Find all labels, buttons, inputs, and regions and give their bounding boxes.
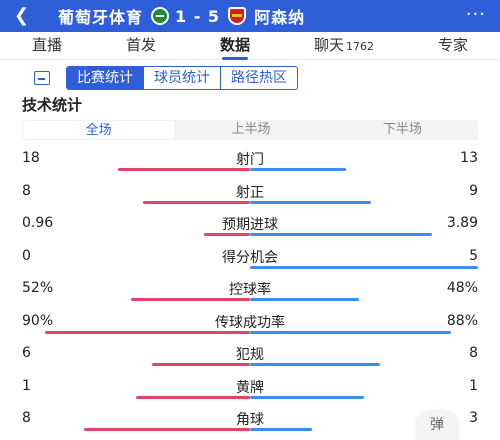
- stat-away-bar: [250, 200, 371, 204]
- chat-count: 1762: [346, 39, 374, 53]
- stat-away-value: 3.89: [446, 215, 478, 231]
- chevron-left-icon[interactable]: ❮: [14, 5, 30, 26]
- home-team-name: 葡萄牙体育: [58, 8, 144, 27]
- stat-label: 得分机会: [222, 249, 278, 266]
- stat-row: 1 黄牌 1: [22, 372, 478, 405]
- tab-label: 直播: [31, 35, 62, 54]
- stat-home-value: 8: [22, 182, 31, 199]
- period-selector: 全场 上半场 下半场: [22, 120, 478, 140]
- tab-expert[interactable]: 专家: [438, 32, 468, 60]
- stat-row: 8 射正 9: [22, 177, 478, 210]
- stat-row: 6 犯规 8: [22, 339, 478, 372]
- stat-row: 52% 控球率 48%: [22, 274, 478, 307]
- stat-home-value: 90%: [22, 312, 54, 329]
- stat-home-bar: [45, 330, 250, 334]
- stat-away-value: 13: [460, 150, 478, 166]
- stat-label: 射正: [236, 184, 264, 201]
- stat-away-bar: [250, 265, 478, 269]
- stat-away-bar: [250, 168, 346, 171]
- stat-row: 0 得分机会 5: [22, 242, 478, 275]
- stat-home-bar: [136, 395, 250, 399]
- stat-row: 18 射门 13: [22, 144, 478, 177]
- tab-label: 聊天: [313, 35, 344, 54]
- tab-label: 首发: [125, 35, 156, 54]
- stat-home-value: 0: [22, 247, 31, 264]
- stat-home-bar: [118, 168, 250, 171]
- stat-away-bar: [250, 428, 312, 431]
- stat-home-value: 6: [22, 345, 31, 361]
- period-full[interactable]: 全场: [23, 121, 175, 139]
- away-team-crest-icon: [228, 7, 247, 25]
- stat-away-value: 9: [469, 182, 478, 199]
- stat-away-bar: [250, 330, 451, 334]
- stat-home-bar: [152, 363, 250, 366]
- stat-row: 90% 传球成功率 88%: [22, 307, 478, 340]
- more-options-icon[interactable]: ···: [465, 4, 486, 25]
- main-tabs: 直播 首发 数据 聊天 1762 专家: [0, 32, 500, 60]
- stat-label: 角球: [236, 412, 264, 428]
- stats-list: 18 射门 13 8 射正 9 0.96 预期进球 3.89 0 得分机会 5 52% 控球率 48% 90%…: [22, 144, 478, 437]
- period-second-half[interactable]: 下半场: [382, 122, 422, 137]
- stat-home-bar: [204, 233, 250, 236]
- stat-away-bar: [250, 363, 380, 366]
- stat-away-value: 8: [469, 345, 478, 361]
- stat-row: 8 角球 3: [22, 404, 478, 437]
- subtab-group: 比赛统计 球员统计 路径热区: [66, 66, 298, 90]
- stat-label: 射门: [236, 152, 264, 168]
- top-bar: ❮ 葡萄牙体育 1 - 5 阿森纳 ···: [0, 0, 500, 32]
- stat-home-bar: [143, 200, 250, 204]
- stat-home-value: 1: [22, 377, 31, 394]
- stat-away-bar: [250, 395, 364, 399]
- match-score: 1 - 5: [175, 6, 221, 26]
- stat-home-bar: [131, 298, 250, 301]
- tab-data[interactable]: 数据: [220, 32, 250, 60]
- sub-tabs: 比赛统计 球员统计 路径热区: [34, 66, 298, 90]
- stat-home-value: 8: [22, 410, 31, 426]
- stat-away-bar: [250, 233, 432, 236]
- float-comment-button[interactable]: 弹: [416, 410, 458, 440]
- stat-home-value: 0.96: [22, 215, 54, 231]
- home-team-crest-icon: [151, 7, 170, 25]
- tab-label: 数据: [219, 35, 250, 54]
- section-title: 技术统计: [22, 96, 83, 114]
- stat-label: 控球率: [229, 282, 271, 298]
- stat-away-value: 1: [469, 377, 478, 394]
- stat-label: 传球成功率: [215, 314, 285, 331]
- away-team-name: 阿森纳: [254, 8, 306, 27]
- tab-chat[interactable]: 聊天 1762: [314, 32, 374, 60]
- tab-label: 专家: [437, 35, 468, 54]
- period-first-half[interactable]: 上半场: [231, 122, 271, 137]
- subtab-heatmap[interactable]: 路径热区: [220, 67, 297, 89]
- stat-label: 黄牌: [236, 379, 264, 396]
- document-icon[interactable]: [34, 71, 50, 85]
- stat-away-value: 48%: [446, 280, 478, 296]
- stat-away-value: 88%: [446, 312, 478, 329]
- stat-label: 犯规: [236, 347, 264, 363]
- stat-away-value: 5: [469, 247, 478, 264]
- tab-lineup[interactable]: 首发: [126, 32, 156, 60]
- stat-label: 预期进球: [222, 217, 278, 233]
- match-title: 葡萄牙体育 1 - 5 阿森纳: [58, 0, 305, 32]
- stat-away-value: 3: [469, 410, 478, 426]
- stat-home-bar: [84, 428, 250, 431]
- stat-row: 0.96 预期进球 3.89: [22, 209, 478, 242]
- tab-live[interactable]: 直播: [32, 32, 62, 60]
- stat-home-value: 52%: [22, 280, 54, 296]
- stat-away-bar: [250, 298, 359, 301]
- stat-home-value: 18: [22, 150, 40, 166]
- subtab-player-stats[interactable]: 球员统计: [143, 67, 220, 89]
- subtab-match-stats[interactable]: 比赛统计: [67, 67, 143, 89]
